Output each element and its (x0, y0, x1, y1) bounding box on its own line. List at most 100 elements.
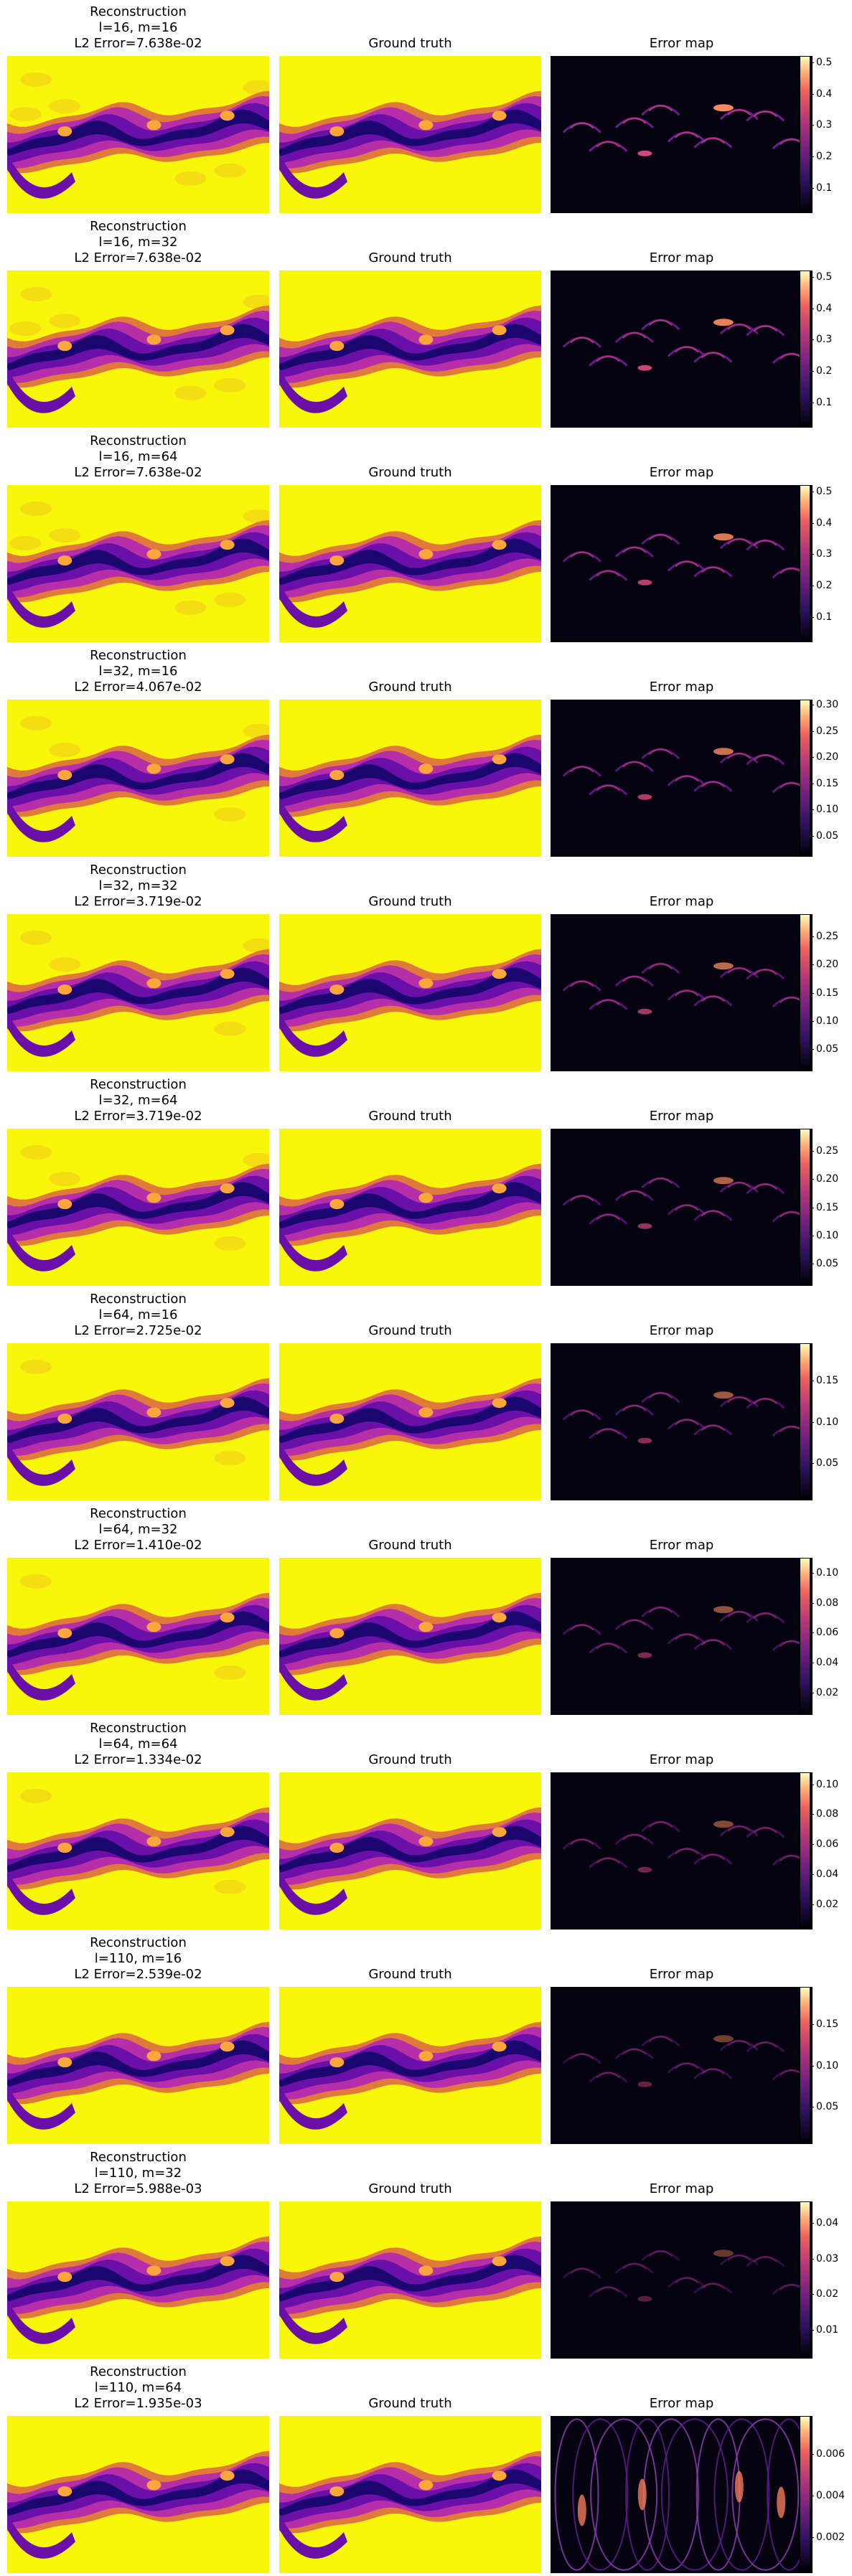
colorbar-tickmark (810, 1463, 814, 1465)
ground-truth-field (279, 914, 541, 1071)
colorbar-tick-label: 0.15 (816, 1374, 839, 1386)
colorbar-tick-label: 0.006 (816, 2448, 846, 2460)
colorbar-tickmark (810, 2294, 814, 2295)
reconstruction-l2-error: L2 Error=1.410e-02 (74, 1538, 202, 1553)
colorbar-tick-label: 0.04 (816, 1868, 839, 1880)
colorbar-tick-label: 0.04 (816, 1657, 839, 1668)
reconstruction-panel (7, 700, 269, 857)
error-map-title: Error map (649, 1109, 714, 1124)
colorbar-tickmark (810, 730, 814, 732)
colorbar (800, 2416, 810, 2573)
colorbar (800, 1772, 810, 1929)
ground-truth-title: Ground truth (368, 1967, 452, 1982)
error-map-panel (551, 700, 813, 857)
error-map-title: Error map (649, 2181, 714, 2196)
error-map-panel (551, 1129, 813, 1286)
ground-truth-field (279, 1987, 541, 2144)
reconstruction-l2-error: L2 Error=1.334e-02 (74, 1752, 202, 1767)
reconstruction-params: l=64, m=32 (98, 1522, 178, 1537)
colorbar-tick-label: 0.15 (816, 777, 839, 789)
ground-truth-panel (279, 1343, 541, 1500)
reconstruction-label: Reconstruction (90, 648, 187, 663)
colorbar-tick-label: 0.5 (816, 271, 833, 283)
reconstruction-title: Reconstruction l=16, m=16 L2 Error=7.638e-… (7, 4, 269, 52)
colorbar-tick-label: 0.15 (816, 2018, 839, 2030)
colorbar-tickmark (810, 2453, 814, 2455)
colorbar-tickmark (810, 2258, 814, 2260)
reconstruction-title: Reconstruction l=110, m=32 L2 Error=5.988e… (7, 2150, 269, 2197)
colorbar-tick-label: 0.4 (816, 302, 833, 314)
colorbar-tickmark (810, 964, 814, 966)
reconstruction-params: l=110, m=64 (94, 2380, 182, 2395)
colorbar (800, 1343, 810, 1500)
ground-truth-field (279, 1343, 541, 1500)
ground-truth-panel (279, 2201, 541, 2359)
colorbar-tickmark (810, 188, 814, 189)
reconstruction-params: l=64, m=16 (98, 1307, 178, 1322)
colorbar-tickmark (810, 1904, 814, 1905)
colorbar-tick-label: 0.20 (816, 751, 839, 763)
colorbar-tick-label: 0.05 (816, 829, 839, 842)
colorbar-tickmark (810, 1632, 814, 1634)
reconstruction-field (7, 1558, 269, 1715)
reconstruction-label: Reconstruction (90, 2364, 187, 2379)
error-map-field (551, 271, 813, 428)
ground-truth-title: Ground truth (368, 2396, 452, 2411)
colorbar-tickmark (810, 1844, 814, 1846)
reconstruction-label: Reconstruction (90, 2150, 187, 2165)
error-map-panel (551, 914, 813, 1071)
colorbar (800, 2201, 810, 2359)
reconstruction-l2-error: L2 Error=3.719e-02 (74, 894, 202, 909)
reconstruction-field (7, 700, 269, 857)
colorbar-tick-label: 0.25 (816, 1145, 839, 1157)
colorbar-tick-label: 0.20 (816, 1173, 839, 1185)
colorbar (800, 1987, 810, 2144)
reconstruction-panel (7, 485, 269, 642)
reconstruction-title: Reconstruction l=16, m=32 L2 Error=7.638e-… (7, 219, 269, 266)
error-map-panel (551, 1558, 813, 1715)
ground-truth-field (279, 56, 541, 213)
colorbar-tickmark (810, 2537, 814, 2539)
colorbar-tickmark (810, 1602, 814, 1604)
colorbar-tick-label: 0.2 (816, 365, 833, 377)
error-map-title: Error map (649, 250, 714, 265)
colorbar-tick-label: 0.1 (816, 611, 833, 623)
colorbar-tick-label: 0.25 (816, 725, 839, 737)
error-map-field (551, 1987, 813, 2144)
reconstruction-panel (7, 271, 269, 428)
error-map-field (551, 700, 813, 857)
colorbar-tick-label: 0.10 (816, 1566, 839, 1579)
reconstruction-label: Reconstruction (90, 1721, 187, 1736)
colorbar-tick-label: 0.2 (816, 580, 833, 592)
reconstruction-title: Reconstruction l=32, m=64 L2 Error=3.719e-… (7, 1077, 269, 1124)
error-map-title: Error map (649, 36, 714, 51)
error-map-panel (551, 1987, 813, 2144)
colorbar (800, 1129, 810, 1286)
reconstruction-params: l=16, m=64 (98, 449, 178, 464)
error-map-panel (551, 1343, 813, 1500)
colorbar-tickmark (810, 835, 814, 837)
colorbar-tick-label: 0.10 (816, 2059, 839, 2072)
reconstruction-title: Reconstruction l=64, m=16 L2 Error=2.725e-… (7, 1292, 269, 1339)
reconstruction-params: l=16, m=32 (98, 235, 178, 250)
ground-truth-panel (279, 1772, 541, 1929)
colorbar-tick-label: 0.02 (816, 1898, 839, 1910)
reconstruction-field (7, 485, 269, 642)
error-map-field (551, 2201, 813, 2359)
reconstruction-field (7, 1343, 269, 1500)
reconstruction-params: l=32, m=16 (98, 664, 178, 679)
colorbar-tick-label: 0.08 (816, 1808, 839, 1820)
colorbar (800, 485, 810, 642)
reconstruction-panel (7, 1987, 269, 2144)
error-map-panel (551, 1772, 813, 1929)
colorbar (800, 56, 810, 213)
reconstruction-field (7, 914, 269, 1071)
reconstruction-params: l=32, m=32 (98, 878, 178, 893)
colorbar-tick-label: 0.02 (816, 2288, 839, 2300)
reconstruction-l2-error: L2 Error=7.638e-02 (74, 465, 202, 480)
colorbar-tick-label: 0.10 (816, 1229, 839, 1241)
colorbar-tick-label: 0.05 (816, 1457, 839, 1470)
reconstruction-label: Reconstruction (90, 1077, 187, 1092)
colorbar-tickmark (810, 1874, 814, 1875)
colorbar-tick-label: 0.5 (816, 56, 833, 68)
